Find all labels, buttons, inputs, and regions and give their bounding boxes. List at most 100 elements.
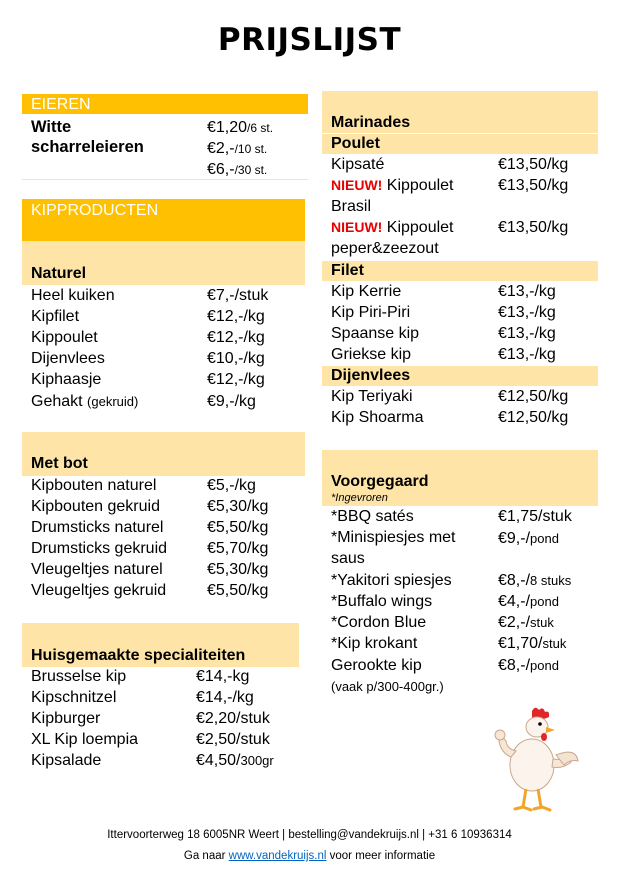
filet-price: €13,-/kg xyxy=(498,325,556,342)
naturel-item: Heel kuiken xyxy=(31,287,115,304)
met-bot-price: €5,30/kg xyxy=(207,498,269,515)
naturel-price: €7,-/stuk xyxy=(207,287,269,304)
huisgemaakt-item: Brusselse kip xyxy=(31,668,127,685)
poulet-price: €13,50/kg xyxy=(498,156,569,173)
footer-contact: Ittervoorterweg 18 6005NR Weert | bestel… xyxy=(107,829,512,841)
poulet-header-band xyxy=(322,134,598,154)
voorgegaard-price: €2,-/stuk xyxy=(498,614,554,631)
eieren-header: EIEREN xyxy=(31,96,91,113)
poulet-price: €13,50/kg xyxy=(498,219,569,236)
nieuw-badge: NIEUW! xyxy=(331,219,383,235)
poulet-item-line2: peper&zeezout xyxy=(331,240,439,257)
poulet-price: €13,50/kg xyxy=(498,177,569,194)
ingevroren-note: *Ingevroren xyxy=(331,492,388,504)
filet-price: €13,-/kg xyxy=(498,346,556,363)
voorgegaard-price: €4,-/pond xyxy=(498,593,559,610)
voorgegaard-item: *Minispiesjes met xyxy=(331,529,456,546)
poulet-item-line2: Brasil xyxy=(331,198,372,215)
filet-price: €13,-/kg xyxy=(498,283,556,300)
dijenvlees-header: Dijenvlees xyxy=(331,367,411,384)
naturel-item: Kiphaasje xyxy=(31,371,102,388)
voorgegaard-item: *BBQ satés xyxy=(331,508,414,525)
huisgemaakt-price: €2,20/stuk xyxy=(196,710,270,727)
voorgegaard-item-line2: (vaak p/300-400gr.) xyxy=(331,679,444,694)
eieren-header-band xyxy=(22,94,308,114)
eieren-price-6: €1,20/6 st. xyxy=(207,119,274,136)
naturel-price: €12,-/kg xyxy=(207,308,265,325)
eieren-box xyxy=(22,114,308,180)
eieren-price-30: €6,-/30 st. xyxy=(207,161,268,178)
met-bot-header-band xyxy=(22,432,305,476)
voorgegaard-header-band xyxy=(322,450,598,506)
filet-header: Filet xyxy=(331,262,364,279)
dijenvlees-price: €12,50/kg xyxy=(498,409,569,426)
filet-price: €13,-/kg xyxy=(498,304,556,321)
website-link[interactable]: www.vandekruijs.nl xyxy=(228,850,327,862)
eieren-item-line1: Witte xyxy=(31,118,72,136)
met-bot-price: €5,-/kg xyxy=(207,477,256,494)
voorgegaard-price: €9,-/pond xyxy=(498,530,559,547)
voorgegaard-price: €8,-/pond xyxy=(498,657,559,674)
met-bot-price: €5,50/kg xyxy=(207,582,269,599)
poulet-header: Poulet xyxy=(331,135,380,152)
marinades-header-band xyxy=(322,91,598,133)
met-bot-price: €5,30/kg xyxy=(207,561,269,578)
filet-header-band xyxy=(322,261,598,281)
huisgemaakt-price: €14,-/kg xyxy=(196,689,254,706)
naturel-item: Kipfilet xyxy=(31,308,80,325)
voorgegaard-item: *Yakitori spiesjes xyxy=(331,572,452,589)
voorgegaard-price: €8,-/8 stuks xyxy=(498,572,572,589)
met-bot-price: €5,50/kg xyxy=(207,519,269,536)
huisgemaakt-header: Huisgemaakte specialiteiten xyxy=(31,647,246,664)
naturel-item: Kippoulet xyxy=(31,329,98,346)
dijenvlees-price: €12,50/kg xyxy=(498,388,569,405)
voorgegaard-header: Voorgegaard xyxy=(331,473,429,490)
naturel-price: €9,-/kg xyxy=(207,393,256,410)
huisgemaakt-price: €14,-kg xyxy=(196,668,250,685)
poulet-item: NIEUW! Kippoulet xyxy=(331,219,454,236)
dijenvlees-item: Kip Teriyaki xyxy=(331,388,413,405)
nieuw-badge: NIEUW! xyxy=(331,177,383,193)
voorgegaard-item: *Buffalo wings xyxy=(331,593,433,610)
footer-info: Ga naar www.vandekruijs.nl voor meer inf… xyxy=(183,850,436,862)
voorgegaard-item: Gerookte kip xyxy=(331,657,422,674)
naturel-header-band xyxy=(22,241,305,285)
naturel-price: €12,-/kg xyxy=(207,371,265,388)
huisgemaakt-price: €4,50/300gr xyxy=(196,752,274,769)
dijenvlees-header-band xyxy=(322,366,598,386)
naturel-header: Naturel xyxy=(31,265,87,282)
naturel-price: €12,-/kg xyxy=(207,329,265,346)
voorgegaard-price: €1,70/stuk xyxy=(498,635,567,652)
voorgegaard-price: €1,75/stuk xyxy=(498,508,572,525)
filet-item: Griekse kip xyxy=(331,346,412,363)
huisgemaakt-item: Kipschnitzel xyxy=(31,689,117,706)
poulet-item: NIEUW! Kippoulet xyxy=(331,177,454,194)
naturel-item: Gehakt (gekruid) xyxy=(31,393,139,410)
eieren-item-line2: scharreleieren xyxy=(31,138,144,156)
chicken-thumbs-up-icon xyxy=(494,707,579,812)
met-bot-header: Met bot xyxy=(31,455,88,472)
kipproducten-header: KIPPRODUCTEN xyxy=(31,202,159,219)
met-bot-item: Kipbouten naturel xyxy=(31,477,157,494)
naturel-price: €10,-/kg xyxy=(207,350,265,367)
poulet-item: Kipsaté xyxy=(331,156,385,173)
huisgemaakt-header-band xyxy=(22,623,299,667)
eieren-price-10: €2,-/10 st. xyxy=(207,140,268,157)
met-bot-price: €5,70/kg xyxy=(207,540,269,557)
filet-item: Kip Kerrie xyxy=(331,283,402,300)
voorgegaard-item: *Cordon Blue xyxy=(331,614,427,631)
voorgegaard-item-line2: saus xyxy=(331,550,365,567)
met-bot-item: Kipbouten gekruid xyxy=(31,498,160,515)
huisgemaakt-item: Kipburger xyxy=(31,710,101,727)
met-bot-item: Vleugeltjes gekruid xyxy=(31,582,167,599)
met-bot-item: Vleugeltjes naturel xyxy=(31,561,163,578)
huisgemaakt-price: €2,50/stuk xyxy=(196,731,270,748)
kipproducten-header-band xyxy=(22,199,305,241)
voorgegaard-item: *Kip krokant xyxy=(331,635,418,652)
dijenvlees-item: Kip Shoarma xyxy=(331,409,424,426)
met-bot-item: Drumsticks naturel xyxy=(31,519,164,536)
filet-item: Kip Piri-Piri xyxy=(331,304,411,321)
naturel-item: Dijenvlees xyxy=(31,350,105,367)
met-bot-item: Drumsticks gekruid xyxy=(31,540,168,557)
filet-item: Spaanse kip xyxy=(331,325,420,342)
